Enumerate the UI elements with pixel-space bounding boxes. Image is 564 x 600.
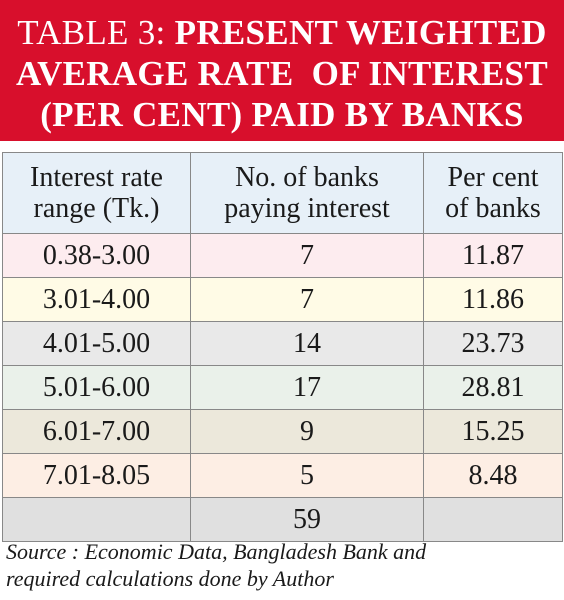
source-line: Source : Economic Data, Bangladesh Bank … xyxy=(6,539,427,564)
cell-bank-count: 7 xyxy=(190,277,424,322)
cell-bank-count: 17 xyxy=(190,365,424,410)
header-line: range (Tk.) xyxy=(33,193,160,224)
table-title-banner: TABLE 3: PRESENT WEIGHTED AVERAGE RATE O… xyxy=(0,0,564,141)
table-row: 3.01-4.00 7 11.86 xyxy=(2,277,563,322)
table-row: 7.01-8.05 5 8.48 xyxy=(2,453,563,498)
cell-percent: 15.25 xyxy=(423,409,563,454)
cell-bank-count: 5 xyxy=(190,453,424,498)
table-header-row: Interest rate range (Tk.) No. of banks p… xyxy=(2,152,563,234)
table-row: 4.01-5.00 14 23.73 xyxy=(2,321,563,366)
cell-rate-range: 0.38-3.00 xyxy=(2,233,191,278)
header-line: Interest rate xyxy=(30,162,163,193)
header-line: of banks xyxy=(445,193,541,224)
cell-total-empty xyxy=(2,497,191,542)
title-line-2: AVERAGE RATE OF INTEREST xyxy=(16,54,548,93)
title-line-1: TABLE 3: PRESENT WEIGHTED xyxy=(0,12,564,53)
table-row: 0.38-3.00 7 11.87 xyxy=(2,233,563,278)
cell-total-banks: 59 xyxy=(190,497,424,542)
cell-percent: 11.86 xyxy=(423,277,563,322)
header-percent-of-banks: Per cent of banks xyxy=(423,152,563,234)
cell-bank-count: 14 xyxy=(190,321,424,366)
header-line: No. of banks xyxy=(235,162,379,193)
cell-total-empty xyxy=(423,497,563,542)
cell-rate-range: 7.01-8.05 xyxy=(2,453,191,498)
source-note: Source : Economic Data, Bangladesh Bank … xyxy=(6,538,558,592)
cell-percent: 28.81 xyxy=(423,365,563,410)
header-number-of-banks: No. of banks paying interest xyxy=(190,152,424,234)
header-line: paying interest xyxy=(224,193,390,224)
table-number-label: TABLE 3: xyxy=(17,13,166,52)
cell-percent: 11.87 xyxy=(423,233,563,278)
cell-percent: 23.73 xyxy=(423,321,563,366)
source-line: required calculations done by Author xyxy=(6,566,334,591)
cell-rate-range: 6.01-7.00 xyxy=(2,409,191,454)
header-line: Per cent xyxy=(447,162,539,193)
table-row: 6.01-7.00 9 15.25 xyxy=(2,409,563,454)
cell-percent: 8.48 xyxy=(423,453,563,498)
cell-bank-count: 7 xyxy=(190,233,424,278)
cell-bank-count: 9 xyxy=(190,409,424,454)
title-line-3: (PER CENT) PAID BY BANKS xyxy=(40,95,524,134)
table-row: 5.01-6.00 17 28.81 xyxy=(2,365,563,410)
title-text-1: PRESENT WEIGHTED xyxy=(174,13,547,52)
header-interest-rate-range: Interest rate range (Tk.) xyxy=(2,152,191,234)
cell-rate-range: 4.01-5.00 xyxy=(2,321,191,366)
interest-rate-table: Interest rate range (Tk.) No. of banks p… xyxy=(2,152,563,542)
cell-rate-range: 3.01-4.00 xyxy=(2,277,191,322)
cell-rate-range: 5.01-6.00 xyxy=(2,365,191,410)
table-total-row: 59 xyxy=(2,497,563,542)
